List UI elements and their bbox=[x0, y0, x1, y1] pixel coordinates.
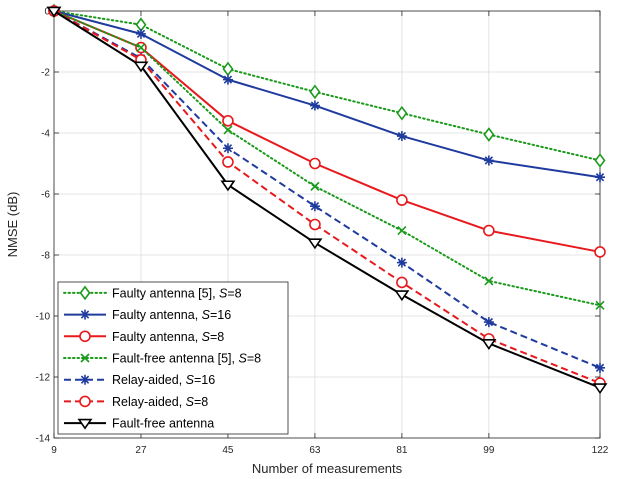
legend-item: Fault-free antenna [5], S=8 bbox=[63, 352, 261, 366]
series-4 bbox=[49, 6, 605, 310]
data-point bbox=[309, 201, 320, 212]
legend-item: Faulty antenna [5], S=8 bbox=[63, 285, 242, 301]
data-point bbox=[46, 6, 62, 18]
y-tick-label: 0 bbox=[44, 7, 50, 18]
x-tick-label: 27 bbox=[135, 445, 147, 456]
data-point bbox=[484, 276, 494, 286]
data-point bbox=[483, 127, 495, 142]
data-point bbox=[222, 143, 233, 154]
x-tick-label: 122 bbox=[592, 445, 609, 456]
grid-lines bbox=[53, 10, 601, 439]
data-point bbox=[594, 246, 606, 258]
data-point bbox=[396, 131, 407, 142]
x-tick-label: 45 bbox=[222, 445, 234, 456]
data-point bbox=[136, 43, 146, 53]
y-tick-label: -10 bbox=[36, 312, 51, 323]
y-tick-label: -2 bbox=[41, 68, 50, 79]
y-tick-label: -8 bbox=[41, 251, 50, 262]
legend-marker bbox=[80, 374, 90, 385]
legend-label: Relay-aided, S=16 bbox=[112, 373, 215, 387]
data-point bbox=[309, 84, 321, 100]
legend-label: Fault-free antenna bbox=[112, 417, 214, 431]
data-point bbox=[222, 61, 234, 77]
legend-marker bbox=[77, 418, 93, 430]
data-point bbox=[595, 172, 605, 183]
data-point bbox=[595, 362, 605, 373]
data-point bbox=[133, 61, 149, 73]
legend-marker bbox=[79, 330, 91, 343]
y-tick-label: -4 bbox=[41, 129, 50, 140]
y-tick-label: -12 bbox=[36, 373, 51, 384]
plot-frame bbox=[53, 10, 601, 439]
data-point bbox=[223, 125, 233, 135]
legend-marker bbox=[79, 285, 91, 301]
legend-label: Fault-free antenna [5], S=8 bbox=[112, 352, 261, 366]
legend-item: Relay-aided, S=8 bbox=[64, 395, 208, 409]
series-7 bbox=[46, 6, 608, 395]
data-point bbox=[481, 339, 497, 350]
axis-ticks: 9 27 45 63 81 99 122 0 -2 -4 -6 -8 -10 -12 -14 bbox=[36, 7, 609, 457]
legend-marker bbox=[80, 309, 90, 320]
data-point bbox=[483, 155, 494, 166]
legend-item: Faulty antenna, S=16 bbox=[64, 308, 231, 322]
series-1 bbox=[48, 3, 606, 168]
data-point bbox=[135, 28, 146, 39]
data-point bbox=[222, 156, 234, 168]
data-point bbox=[309, 218, 321, 231]
data-point bbox=[309, 100, 320, 111]
legend-marker bbox=[80, 353, 90, 363]
x-tick-label: 9 bbox=[51, 445, 57, 456]
data-point bbox=[307, 238, 323, 250]
data-point bbox=[396, 276, 408, 289]
data-point bbox=[310, 181, 320, 191]
y-tick-label: -14 bbox=[36, 434, 51, 445]
legend-item: Relay-aided, S=16 bbox=[64, 373, 215, 387]
data-point bbox=[309, 157, 321, 170]
x-axis-title: Number of measurements bbox=[252, 461, 403, 476]
x-tick-label: 63 bbox=[309, 445, 321, 456]
data-point bbox=[594, 153, 606, 168]
legend-item: Fault-free antenna bbox=[64, 417, 214, 431]
legend-item: Faulty antenna, S=8 bbox=[64, 330, 224, 344]
y-axis-title: NMSE (dB) bbox=[5, 192, 20, 258]
data-point bbox=[394, 290, 410, 302]
data-point bbox=[396, 257, 407, 268]
data-point bbox=[222, 115, 234, 127]
x-tick-label: 99 bbox=[483, 445, 495, 456]
legend-label: Faulty antenna [5], S=8 bbox=[112, 286, 242, 300]
data-point bbox=[396, 105, 408, 121]
series-lines bbox=[46, 3, 608, 395]
data-point bbox=[595, 300, 605, 310]
data-point bbox=[220, 180, 236, 192]
data-point bbox=[483, 224, 495, 237]
legend: Faulty antenna [5], S=8 Faulty antenna, S… bbox=[57, 281, 289, 435]
legend-label: Faulty antenna, S=16 bbox=[112, 308, 231, 322]
legend-label: Faulty antenna, S=8 bbox=[112, 330, 224, 344]
data-point bbox=[396, 194, 408, 206]
legend-marker bbox=[79, 395, 91, 408]
data-point bbox=[592, 383, 608, 395]
x-tick-label: 81 bbox=[396, 445, 408, 456]
data-point bbox=[483, 317, 494, 328]
y-tick-label: -6 bbox=[41, 190, 50, 201]
data-point bbox=[222, 74, 233, 85]
legend-label: Relay-aided, S=8 bbox=[112, 395, 208, 409]
data-point bbox=[397, 226, 407, 236]
